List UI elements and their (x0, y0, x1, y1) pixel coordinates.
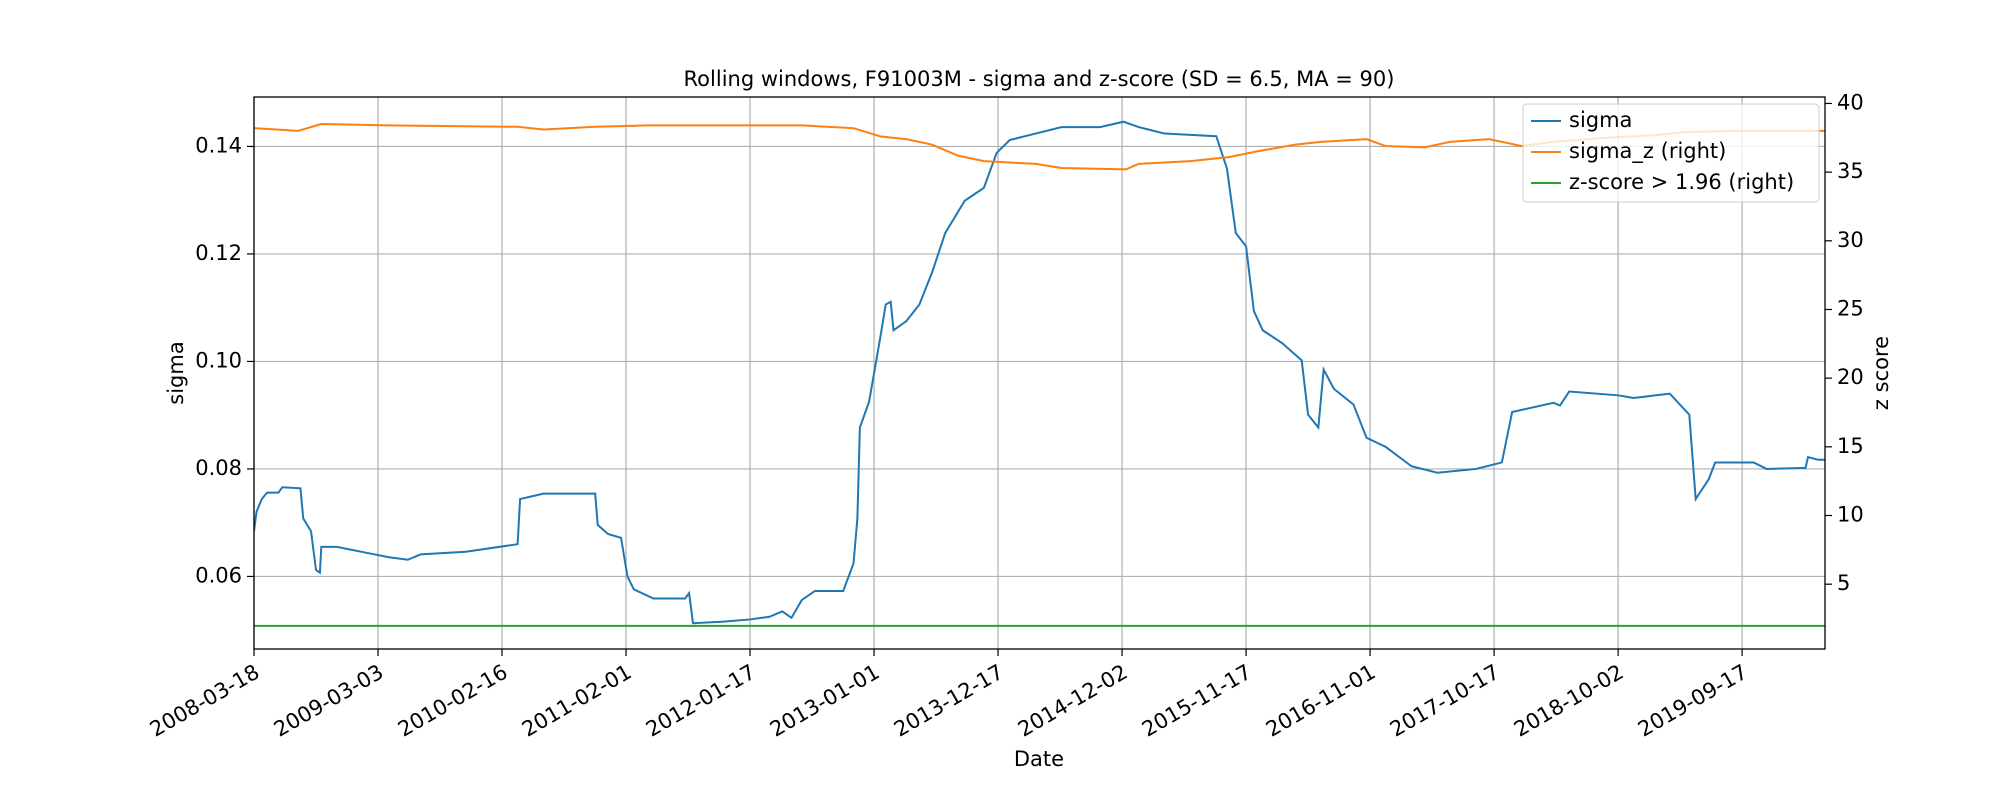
x-tick-label: 2019-09-17 (1634, 660, 1752, 742)
y2-axis-label: z score (1869, 336, 1893, 410)
series-line (254, 123, 1825, 171)
x-tick-label: 2008-03-18 (146, 660, 264, 742)
y-tick-label: 0.06 (195, 563, 242, 587)
x-tick-label: 2012-01-17 (642, 660, 760, 742)
y2-tick-label: 20 (1837, 365, 1864, 389)
y-tick-label: 0.12 (195, 241, 242, 265)
x-tick-label: 2017-10-17 (1386, 660, 1504, 742)
y2-tick-label: 35 (1837, 159, 1864, 183)
x-tick-label: 2009-03-03 (270, 660, 388, 742)
y2-tick-label: 10 (1837, 502, 1864, 526)
y-axis-label: sigma (164, 341, 188, 404)
legend-label: z-score > 1.96 (right) (1569, 170, 1794, 194)
legend-label: sigma (1569, 108, 1632, 132)
y2-tick-label: 25 (1837, 296, 1864, 320)
x-tick-label: 2011-02-01 (518, 660, 636, 742)
y-tick-label: 0.08 (195, 456, 242, 480)
series-line (254, 120, 1825, 625)
x-tick-label: 2016-11-01 (1262, 660, 1380, 742)
legend-label: sigma_z (right) (1569, 139, 1726, 164)
legend-box (1522, 103, 1820, 203)
x-tick-label: 2018-10-02 (1510, 660, 1628, 742)
y-tick-label: 0.14 (195, 133, 242, 157)
y2-tick-label: 5 (1837, 571, 1850, 595)
y2-tick-label: 40 (1837, 90, 1864, 114)
x-tick-label: 2014-12-02 (1014, 660, 1132, 742)
plot-frame (253, 96, 1826, 650)
chart-title: Rolling windows, F91003M - sigma and z-s… (684, 67, 1395, 91)
x-tick-label: 2013-01-01 (766, 660, 884, 742)
x-tick-label: 2015-11-17 (1138, 660, 1256, 742)
y2-tick-label: 15 (1837, 434, 1864, 458)
y-tick-label: 0.10 (195, 348, 242, 372)
x-tick-label: 2010-02-16 (394, 660, 512, 742)
x-axis-label: Date (1014, 747, 1064, 771)
y2-tick-label: 30 (1837, 228, 1864, 252)
x-tick-label: 2013-12-17 (890, 660, 1008, 742)
